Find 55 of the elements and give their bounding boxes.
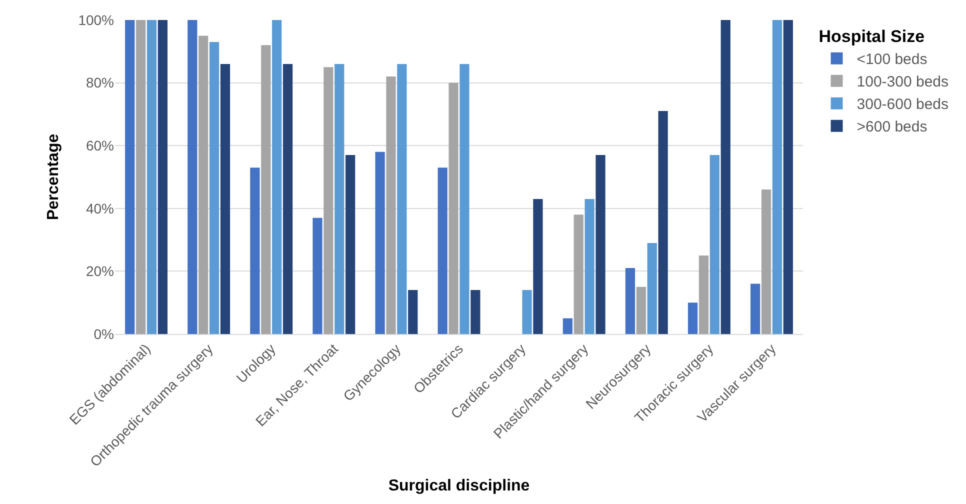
bar	[334, 64, 344, 334]
bar	[574, 214, 584, 334]
x-axis-title: Surgical discipline	[388, 477, 530, 494]
y-tick-label: 60%	[86, 138, 114, 154]
bar	[375, 152, 385, 334]
bar	[146, 20, 157, 334]
y-tick-label: 0%	[94, 326, 114, 342]
legend-title: Hospital Size	[818, 27, 925, 46]
bar	[408, 290, 418, 334]
y-tick-label: 20%	[86, 263, 114, 280]
bar	[188, 20, 198, 334]
legend-label: >600 beds	[856, 118, 928, 136]
bar	[647, 242, 657, 334]
bar	[312, 218, 322, 334]
y-tick-label: 100%	[78, 12, 114, 28]
bar	[250, 168, 260, 334]
bar	[282, 64, 293, 334]
bar	[272, 20, 282, 334]
bar	[522, 290, 532, 334]
bar	[324, 67, 334, 334]
bar	[448, 82, 458, 334]
bar	[658, 111, 668, 334]
bar	[636, 286, 646, 334]
bar	[261, 45, 271, 334]
bar	[710, 155, 720, 334]
legend-label: 300-600 beds	[856, 96, 949, 114]
bar	[386, 76, 396, 334]
bar	[720, 20, 730, 334]
bar	[158, 20, 168, 334]
bar	[596, 155, 606, 334]
bar	[783, 20, 793, 334]
bar	[688, 302, 698, 334]
bar	[772, 20, 782, 334]
bar	[750, 284, 760, 334]
bar	[397, 64, 407, 334]
bar	[533, 198, 543, 334]
bar	[438, 168, 448, 334]
bar	[198, 36, 208, 334]
bar	[125, 20, 135, 334]
bar	[460, 64, 470, 334]
bar	[470, 290, 480, 334]
y-tick-label: 80%	[86, 74, 114, 91]
bar	[625, 268, 636, 334]
bar	[209, 42, 220, 334]
bar	[761, 190, 772, 334]
bar	[698, 256, 709, 334]
y-tick-label: 40%	[86, 200, 114, 216]
bar	[346, 155, 356, 334]
y-axis-title: Percentage	[45, 134, 62, 220]
bar	[220, 64, 230, 334]
bar	[562, 318, 572, 334]
bar	[136, 20, 146, 334]
bar	[584, 198, 594, 334]
legend-label: 100-300 beds	[856, 74, 949, 91]
legend-label: <100 beds	[856, 51, 928, 68]
